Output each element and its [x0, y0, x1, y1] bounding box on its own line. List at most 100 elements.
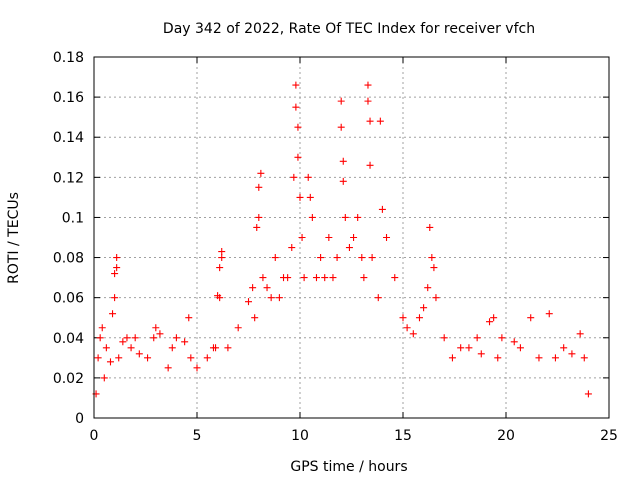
data-point [271, 254, 279, 262]
data-point [224, 344, 232, 352]
data-point [368, 254, 376, 262]
data-point [580, 354, 588, 362]
data-point [584, 390, 592, 398]
y-tick-label: 0.14 [53, 130, 84, 146]
data-point [109, 310, 117, 318]
data-point [337, 97, 345, 105]
data-point [185, 314, 193, 322]
data-point [135, 350, 143, 358]
x-tick-label: 15 [394, 428, 412, 444]
data-point [308, 213, 316, 221]
data-point [259, 274, 267, 282]
data-point [131, 334, 139, 342]
data-point [378, 205, 386, 213]
data-point [341, 213, 349, 221]
y-tick-label: 0.18 [53, 50, 84, 66]
data-point [212, 344, 220, 352]
data-point [428, 254, 436, 262]
data-point [290, 173, 298, 181]
x-tick-label: 25 [600, 428, 618, 444]
y-tick-label: 0.1 [62, 210, 84, 226]
y-tick-label: 0.08 [53, 251, 84, 267]
data-point [216, 264, 224, 272]
y-axis-label: ROTI / TECUs [6, 192, 22, 284]
data-point [430, 264, 438, 272]
x-tick-label: 0 [90, 428, 99, 444]
data-point [551, 354, 559, 362]
data-point [345, 244, 353, 252]
data-point [100, 374, 108, 382]
data-point [263, 284, 271, 292]
data-point [111, 270, 119, 278]
y-tick-label: 0.16 [53, 90, 84, 106]
data-point [337, 123, 345, 131]
data-point [477, 350, 485, 358]
data-point [255, 183, 263, 191]
data-point [218, 254, 226, 262]
data-point [510, 338, 518, 346]
data-point [123, 334, 131, 342]
data-point [366, 117, 374, 125]
data-point [150, 334, 158, 342]
data-point [383, 234, 391, 241]
data-point [172, 334, 180, 342]
data-point [187, 354, 195, 362]
data-point [164, 364, 172, 372]
data-point [312, 274, 320, 282]
data-point [152, 324, 160, 332]
x-tick-label: 5 [193, 428, 202, 444]
data-point [98, 324, 106, 332]
data-point [486, 318, 494, 326]
data-point [366, 161, 374, 169]
data-point [255, 213, 263, 221]
x-tick-label: 20 [497, 428, 515, 444]
y-tick-label: 0 [75, 411, 84, 427]
data-point [119, 338, 127, 346]
x-axis-label: GPS time / hours [290, 459, 407, 475]
data-point [275, 294, 283, 302]
data-point [440, 334, 448, 342]
tick-labels: 0 5 10 15 20 25 0 0.02 0.04 0.06 0.08 0.1 0.12 0.14 0.… [53, 50, 618, 444]
data-point [403, 324, 411, 332]
data-point [354, 213, 362, 221]
data-points [92, 81, 592, 398]
data-point [304, 173, 312, 181]
y-tick-label: 0.04 [53, 331, 84, 347]
chart-title: Day 342 of 2022, Rate Of TEC Index for r… [163, 21, 535, 37]
data-point [568, 350, 576, 358]
data-point [339, 157, 347, 165]
data-point [115, 354, 123, 362]
data-point [358, 254, 366, 262]
data-point [364, 81, 372, 89]
data-point [465, 344, 473, 352]
data-point [317, 254, 325, 262]
data-point [391, 274, 399, 282]
data-point [234, 324, 242, 332]
data-point [409, 330, 417, 338]
data-point [360, 274, 368, 282]
data-point [294, 123, 302, 131]
data-point [350, 234, 358, 241]
data-point [111, 294, 119, 302]
y-tick-label: 0.06 [53, 291, 84, 307]
data-point [420, 304, 428, 312]
data-point [218, 248, 226, 256]
data-point [498, 334, 506, 342]
data-point [333, 254, 341, 262]
data-point [576, 330, 584, 338]
data-point [473, 334, 481, 342]
data-point [193, 364, 201, 372]
data-point [306, 193, 314, 201]
data-point [329, 274, 337, 282]
data-point [156, 330, 164, 338]
data-point [516, 344, 524, 352]
data-point [292, 81, 300, 89]
data-point [560, 344, 568, 352]
data-point [94, 354, 102, 362]
data-point [424, 284, 432, 292]
data-point [249, 284, 257, 292]
data-point [545, 310, 553, 318]
plot-frame [93, 56, 610, 419]
data-point [364, 97, 372, 105]
data-point [267, 294, 275, 302]
